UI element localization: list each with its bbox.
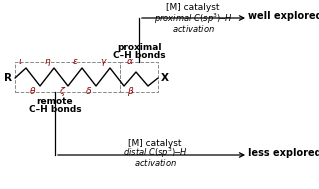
Text: ι: ι bbox=[19, 57, 21, 67]
Text: ζ: ζ bbox=[59, 88, 63, 97]
Text: γ: γ bbox=[100, 57, 106, 67]
Bar bbox=[120, 62, 158, 92]
Text: β: β bbox=[127, 88, 133, 97]
Text: $\mathit{activation}$: $\mathit{activation}$ bbox=[172, 22, 214, 33]
Text: α: α bbox=[127, 57, 133, 67]
Text: remote: remote bbox=[37, 98, 73, 106]
Text: [M] catalyst: [M] catalyst bbox=[128, 139, 182, 147]
Text: X: X bbox=[161, 73, 169, 83]
Text: [M] catalyst: [M] catalyst bbox=[166, 4, 220, 12]
Text: R: R bbox=[4, 73, 12, 83]
Text: $\mathit{distal\ C(sp^3)\!\!-\!\!H}$: $\mathit{distal\ C(sp^3)\!\!-\!\!H}$ bbox=[122, 146, 188, 160]
Text: C–H bonds: C–H bonds bbox=[29, 105, 81, 115]
Text: δ: δ bbox=[86, 88, 92, 97]
Text: well explored: well explored bbox=[248, 11, 319, 21]
Text: less explored: less explored bbox=[248, 148, 319, 158]
Text: C–H bonds: C–H bonds bbox=[113, 51, 165, 60]
Bar bbox=[15, 62, 120, 92]
Text: $\mathit{activation}$: $\mathit{activation}$ bbox=[134, 157, 176, 169]
Text: ε: ε bbox=[72, 57, 78, 67]
Text: proximal: proximal bbox=[117, 43, 161, 53]
Text: $\mathit{proximal\ C(sp^3)\!\!-\!\!H}$: $\mathit{proximal\ C(sp^3)\!\!-\!\!H}$ bbox=[153, 12, 233, 26]
Text: η: η bbox=[44, 57, 50, 67]
Text: θ: θ bbox=[30, 88, 36, 97]
